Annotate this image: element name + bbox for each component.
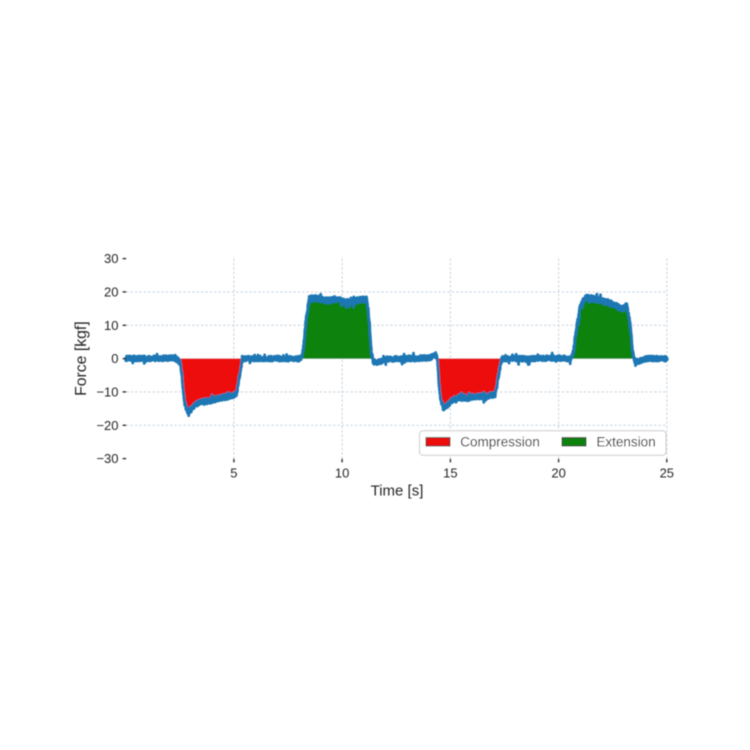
svg-text:10: 10 <box>335 466 349 481</box>
svg-text:20: 20 <box>104 285 118 300</box>
svg-text:30: 30 <box>104 251 118 266</box>
svg-text:−20: −20 <box>96 418 118 433</box>
svg-text:Extension: Extension <box>596 434 655 449</box>
svg-text:−10: −10 <box>96 385 118 400</box>
svg-text:10: 10 <box>104 318 118 333</box>
svg-text:5: 5 <box>230 466 237 481</box>
svg-text:Compression: Compression <box>460 434 540 449</box>
svg-text:Time [s]: Time [s] <box>371 483 424 500</box>
svg-text:20: 20 <box>551 466 565 481</box>
svg-text:15: 15 <box>443 466 457 481</box>
svg-text:Force [kgf]: Force [kgf] <box>73 321 90 396</box>
svg-text:0: 0 <box>111 351 118 366</box>
svg-text:−30: −30 <box>96 451 118 466</box>
svg-text:25: 25 <box>660 466 674 481</box>
